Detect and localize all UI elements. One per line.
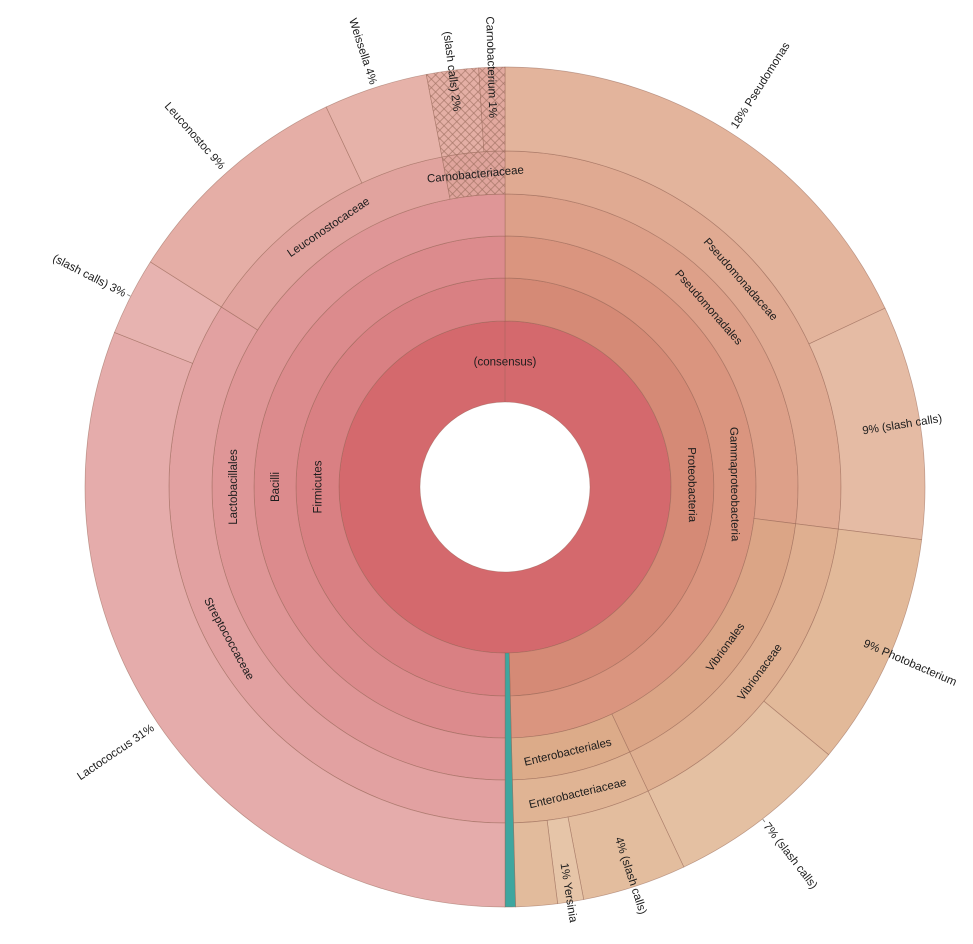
outer-label--slash-calls-: 7% (slash calls): [761, 821, 820, 892]
leader-line: [762, 819, 766, 823]
wedge-lactococcus[interactable]: [84, 331, 506, 908]
ring-label-bacilli: Bacilli: [270, 472, 282, 502]
center-hole: [419, 401, 591, 573]
hatch-overlay: [478, 67, 505, 152]
outer-label-weissella: Weissella 4%: [346, 17, 379, 86]
ring-label-lactobacillales: Lactobacillales: [228, 449, 240, 525]
outer-label-pseudomonas: 18% Pseudomonas: [729, 40, 793, 131]
outer-label--slash-calls-: (slash calls) 3%: [50, 253, 127, 300]
ring-label-proteobacteria: Proteobacteria: [685, 447, 698, 523]
hatch-overlay: [426, 67, 484, 157]
ring-label-gammaproteobacteria: Gammaproteobacteria: [727, 427, 740, 542]
ring-label-firmicutes: Firmicutes: [313, 460, 325, 513]
hatch-overlay: [442, 151, 505, 200]
outer-label-lactococcus: Lactococcus 31%: [75, 722, 156, 783]
center-label: (consensus): [474, 357, 537, 369]
outer-label-leuconostoc: Leuconostoc 9%: [162, 100, 227, 172]
outer-label-carnobacterium: Carnobacterium 1%: [483, 16, 498, 118]
leader-line: [127, 294, 131, 297]
